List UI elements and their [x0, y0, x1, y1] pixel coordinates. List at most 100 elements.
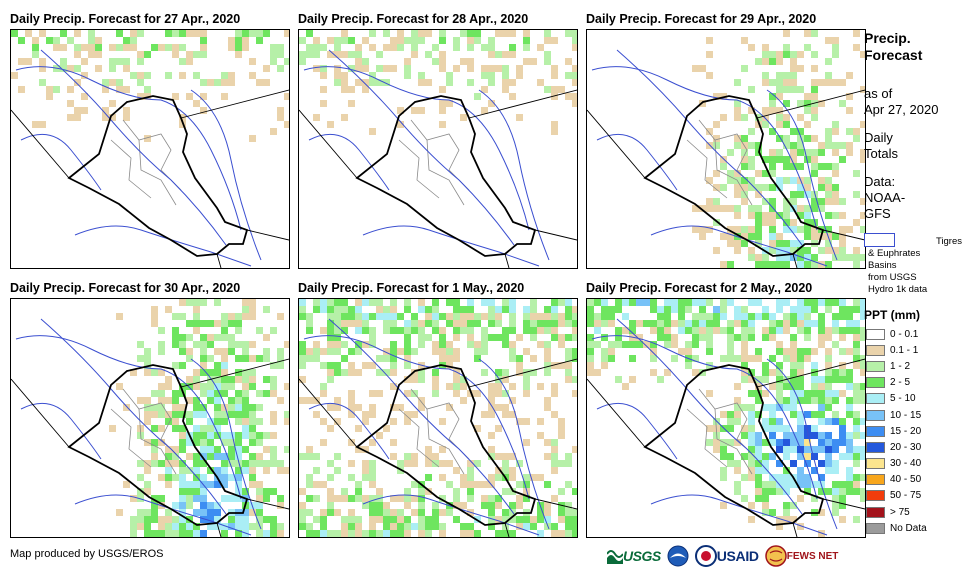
precip-cell — [811, 376, 818, 383]
precip-cell — [790, 397, 797, 404]
precip-cell — [783, 198, 790, 205]
precip-cell — [390, 327, 397, 334]
precip-cell — [762, 72, 769, 79]
precip-cell — [242, 306, 249, 313]
precip-cell — [193, 432, 200, 439]
precip-cell — [804, 254, 811, 261]
precip-cell — [804, 93, 811, 100]
precip-cell — [11, 72, 18, 79]
ppt-swatch-1 — [866, 344, 885, 356]
precip-cell — [165, 72, 172, 79]
precip-cell — [762, 44, 769, 51]
precip-cell — [551, 383, 558, 390]
precip-cell — [551, 313, 558, 320]
precip-cell — [376, 299, 383, 306]
precip-cell — [706, 341, 713, 348]
precip-cell — [179, 502, 186, 509]
precip-cell — [270, 390, 277, 397]
precip-cell — [165, 481, 172, 488]
precip-cell — [797, 142, 804, 149]
precip-cell — [509, 51, 516, 58]
precip-cell — [713, 247, 720, 254]
precip-cell — [348, 439, 355, 446]
precip-cell — [270, 58, 277, 65]
precip-cell — [165, 509, 172, 516]
precip-cell — [235, 355, 242, 362]
precip-cell — [748, 334, 755, 341]
precip-cell — [144, 516, 151, 523]
precip-cell — [755, 397, 762, 404]
precip-cell — [692, 327, 699, 334]
precip-cell — [418, 30, 425, 37]
precip-cell — [811, 299, 818, 306]
precip-cell — [797, 205, 804, 212]
precip-cell — [383, 306, 390, 313]
precip-cell — [355, 299, 362, 306]
precip-cell — [390, 362, 397, 369]
precip-cell — [558, 86, 565, 93]
precip-cell — [151, 306, 158, 313]
precip-cell — [397, 516, 404, 523]
precip-cell — [137, 523, 144, 530]
precip-cell — [853, 474, 860, 481]
precip-cell — [797, 425, 804, 432]
precip-cell — [544, 502, 551, 509]
precip-cell — [383, 355, 390, 362]
country-boundary — [355, 364, 537, 526]
precip-cell — [299, 488, 306, 495]
precip-cell — [425, 474, 432, 481]
precip-cell — [846, 107, 853, 114]
precip-cell — [650, 341, 657, 348]
precip-cell — [263, 355, 270, 362]
precip-cell — [839, 495, 846, 502]
precip-cell — [537, 383, 544, 390]
precip-cell — [488, 44, 495, 51]
precip-cell — [313, 341, 320, 348]
precip-cell — [102, 107, 109, 114]
precip-cell — [214, 320, 221, 327]
precip-cell — [439, 523, 446, 530]
precip-cell — [565, 502, 572, 509]
precip-cell — [228, 474, 235, 481]
precip-cell — [755, 376, 762, 383]
precip-cell — [839, 240, 846, 247]
precip-cell — [811, 198, 818, 205]
precip-cell — [587, 313, 594, 320]
precip-cell — [432, 327, 439, 334]
precip-cell — [713, 446, 720, 453]
precip-cell — [214, 299, 221, 306]
country-boundary — [643, 95, 825, 257]
precip-cell — [172, 390, 179, 397]
precip-cell — [200, 341, 207, 348]
precip-cell — [404, 523, 411, 530]
ppt-class-5: 10 - 15 — [866, 407, 927, 423]
precip-cell — [860, 313, 865, 320]
precip-cell — [762, 495, 769, 502]
precip-cell — [523, 495, 530, 502]
precip-cell — [158, 404, 165, 411]
precip-cell — [811, 254, 818, 261]
precip-cell — [200, 44, 207, 51]
precip-cell — [446, 72, 453, 79]
neighbor-boundary — [587, 109, 646, 179]
precip-cell — [137, 341, 144, 348]
precip-cell — [565, 348, 572, 355]
map-svg-6 — [587, 299, 865, 537]
precip-cell — [727, 418, 734, 425]
precip-cell — [832, 327, 839, 334]
precip-cell — [734, 135, 741, 142]
precip-cell — [741, 334, 748, 341]
precip-cell — [418, 72, 425, 79]
precip-cell — [53, 37, 60, 44]
precip-cell — [509, 44, 516, 51]
precip-cell — [783, 79, 790, 86]
precip-cell — [825, 299, 832, 306]
precip-cell — [207, 516, 214, 523]
precip-cell — [263, 432, 270, 439]
precip-cell — [839, 369, 846, 376]
basin-boundary — [591, 66, 818, 231]
precip-cell — [144, 418, 151, 425]
precip-cell — [825, 79, 832, 86]
precip-cell — [425, 488, 432, 495]
precip-cell — [825, 72, 832, 79]
